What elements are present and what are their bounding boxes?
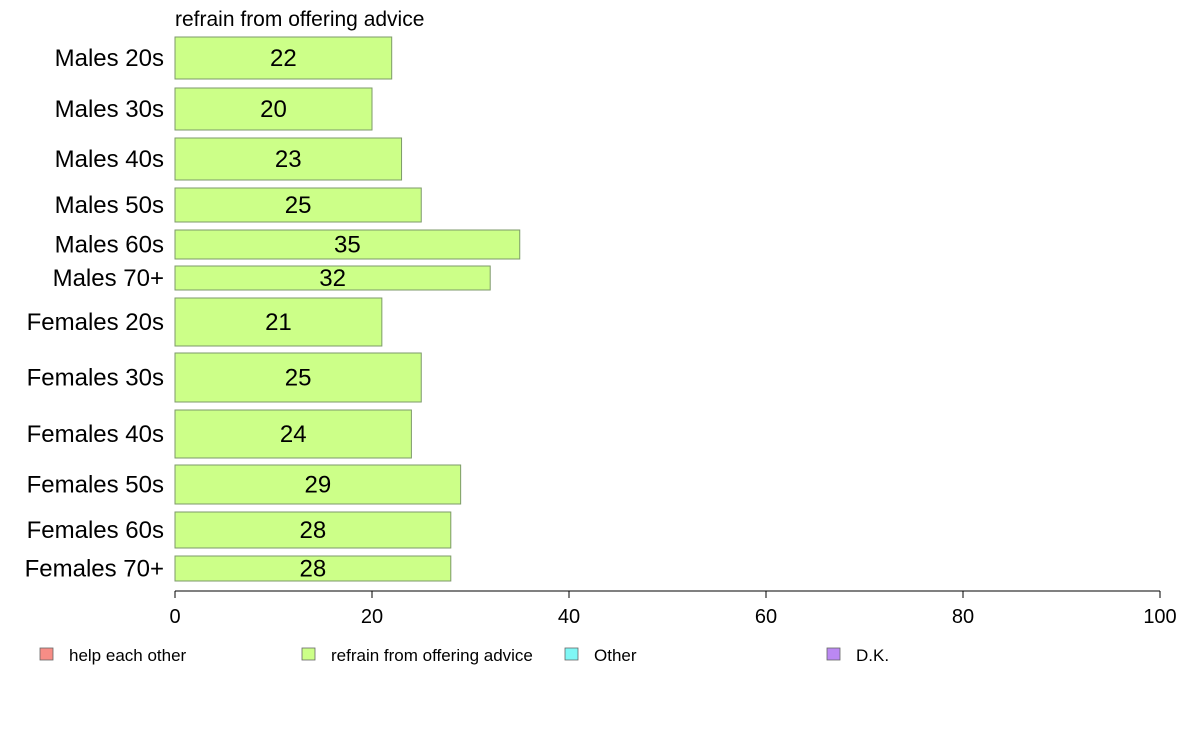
- bar-value-label: 28: [300, 556, 327, 583]
- legend-label: refrain from offering advice: [331, 646, 533, 665]
- bar-6: [174, 297, 383, 347]
- legend-label: help each other: [69, 646, 187, 665]
- bar-5: [174, 265, 491, 291]
- legend-swatch: [301, 647, 316, 661]
- bar-7: [174, 352, 422, 403]
- bar-value-label: 29: [304, 472, 331, 499]
- bar-value-label: 23: [275, 146, 302, 173]
- x-tick-label: 80: [952, 606, 974, 628]
- bar-11: [174, 555, 452, 582]
- category-label: Males 20s: [55, 45, 164, 72]
- legend-swatch: [826, 647, 841, 661]
- category-label: Males 70+: [53, 265, 164, 292]
- bar-1: [174, 87, 373, 131]
- bar-8: [174, 409, 412, 459]
- category-label: Females 30s: [27, 365, 164, 392]
- bar-value-label: 20: [260, 96, 287, 123]
- x-tick-label: 40: [558, 606, 580, 628]
- x-tick-label: 0: [169, 606, 180, 628]
- bar-4: [174, 229, 521, 260]
- bar-value-label: 32: [319, 265, 346, 292]
- category-labels: Males 20s Males 30s Males 40s Males 50s Male…: [25, 45, 164, 583]
- bar-0: [174, 36, 393, 80]
- bar-2: [174, 137, 403, 181]
- bar-9: [174, 464, 462, 505]
- legend: help each other refrain from offering adv…: [39, 646, 889, 665]
- bar-value-label: 24: [280, 421, 307, 448]
- category-label: Males 30s: [55, 96, 164, 123]
- bar-value-label: 28: [300, 517, 327, 544]
- category-label: Males 50s: [55, 192, 164, 219]
- legend-swatch: [39, 647, 54, 661]
- category-label: Males 40s: [55, 146, 164, 173]
- bar-value-label: 35: [334, 232, 361, 259]
- category-label: Females 20s: [27, 309, 164, 336]
- bar-value-label: 25: [285, 192, 312, 219]
- legend-label: D.K.: [856, 646, 889, 665]
- bar-value-label: 25: [285, 365, 312, 392]
- bar-value-label: 22: [270, 45, 297, 72]
- category-label: Females 70+: [25, 556, 164, 583]
- category-label: Females 40s: [27, 421, 164, 448]
- legend-label: Other: [594, 646, 637, 665]
- x-axis: 0 20 40 60 80 100: [169, 590, 1177, 628]
- category-label: Females 50s: [27, 472, 164, 499]
- bar-10: [174, 511, 452, 549]
- chart-title: refrain from offering advice: [175, 8, 424, 31]
- x-tick-label: 20: [361, 606, 383, 628]
- bar-value-label: 21: [265, 309, 292, 336]
- category-label: Males 60s: [55, 232, 164, 259]
- bar-3: [174, 187, 422, 223]
- category-label: Females 60s: [27, 517, 164, 544]
- x-tick-label: 60: [755, 606, 777, 628]
- bars-group: 22 20 23 25 35 32 21 25 24 29 28 28: [174, 36, 521, 583]
- legend-swatch: [564, 647, 579, 661]
- x-tick-label: 100: [1143, 606, 1176, 628]
